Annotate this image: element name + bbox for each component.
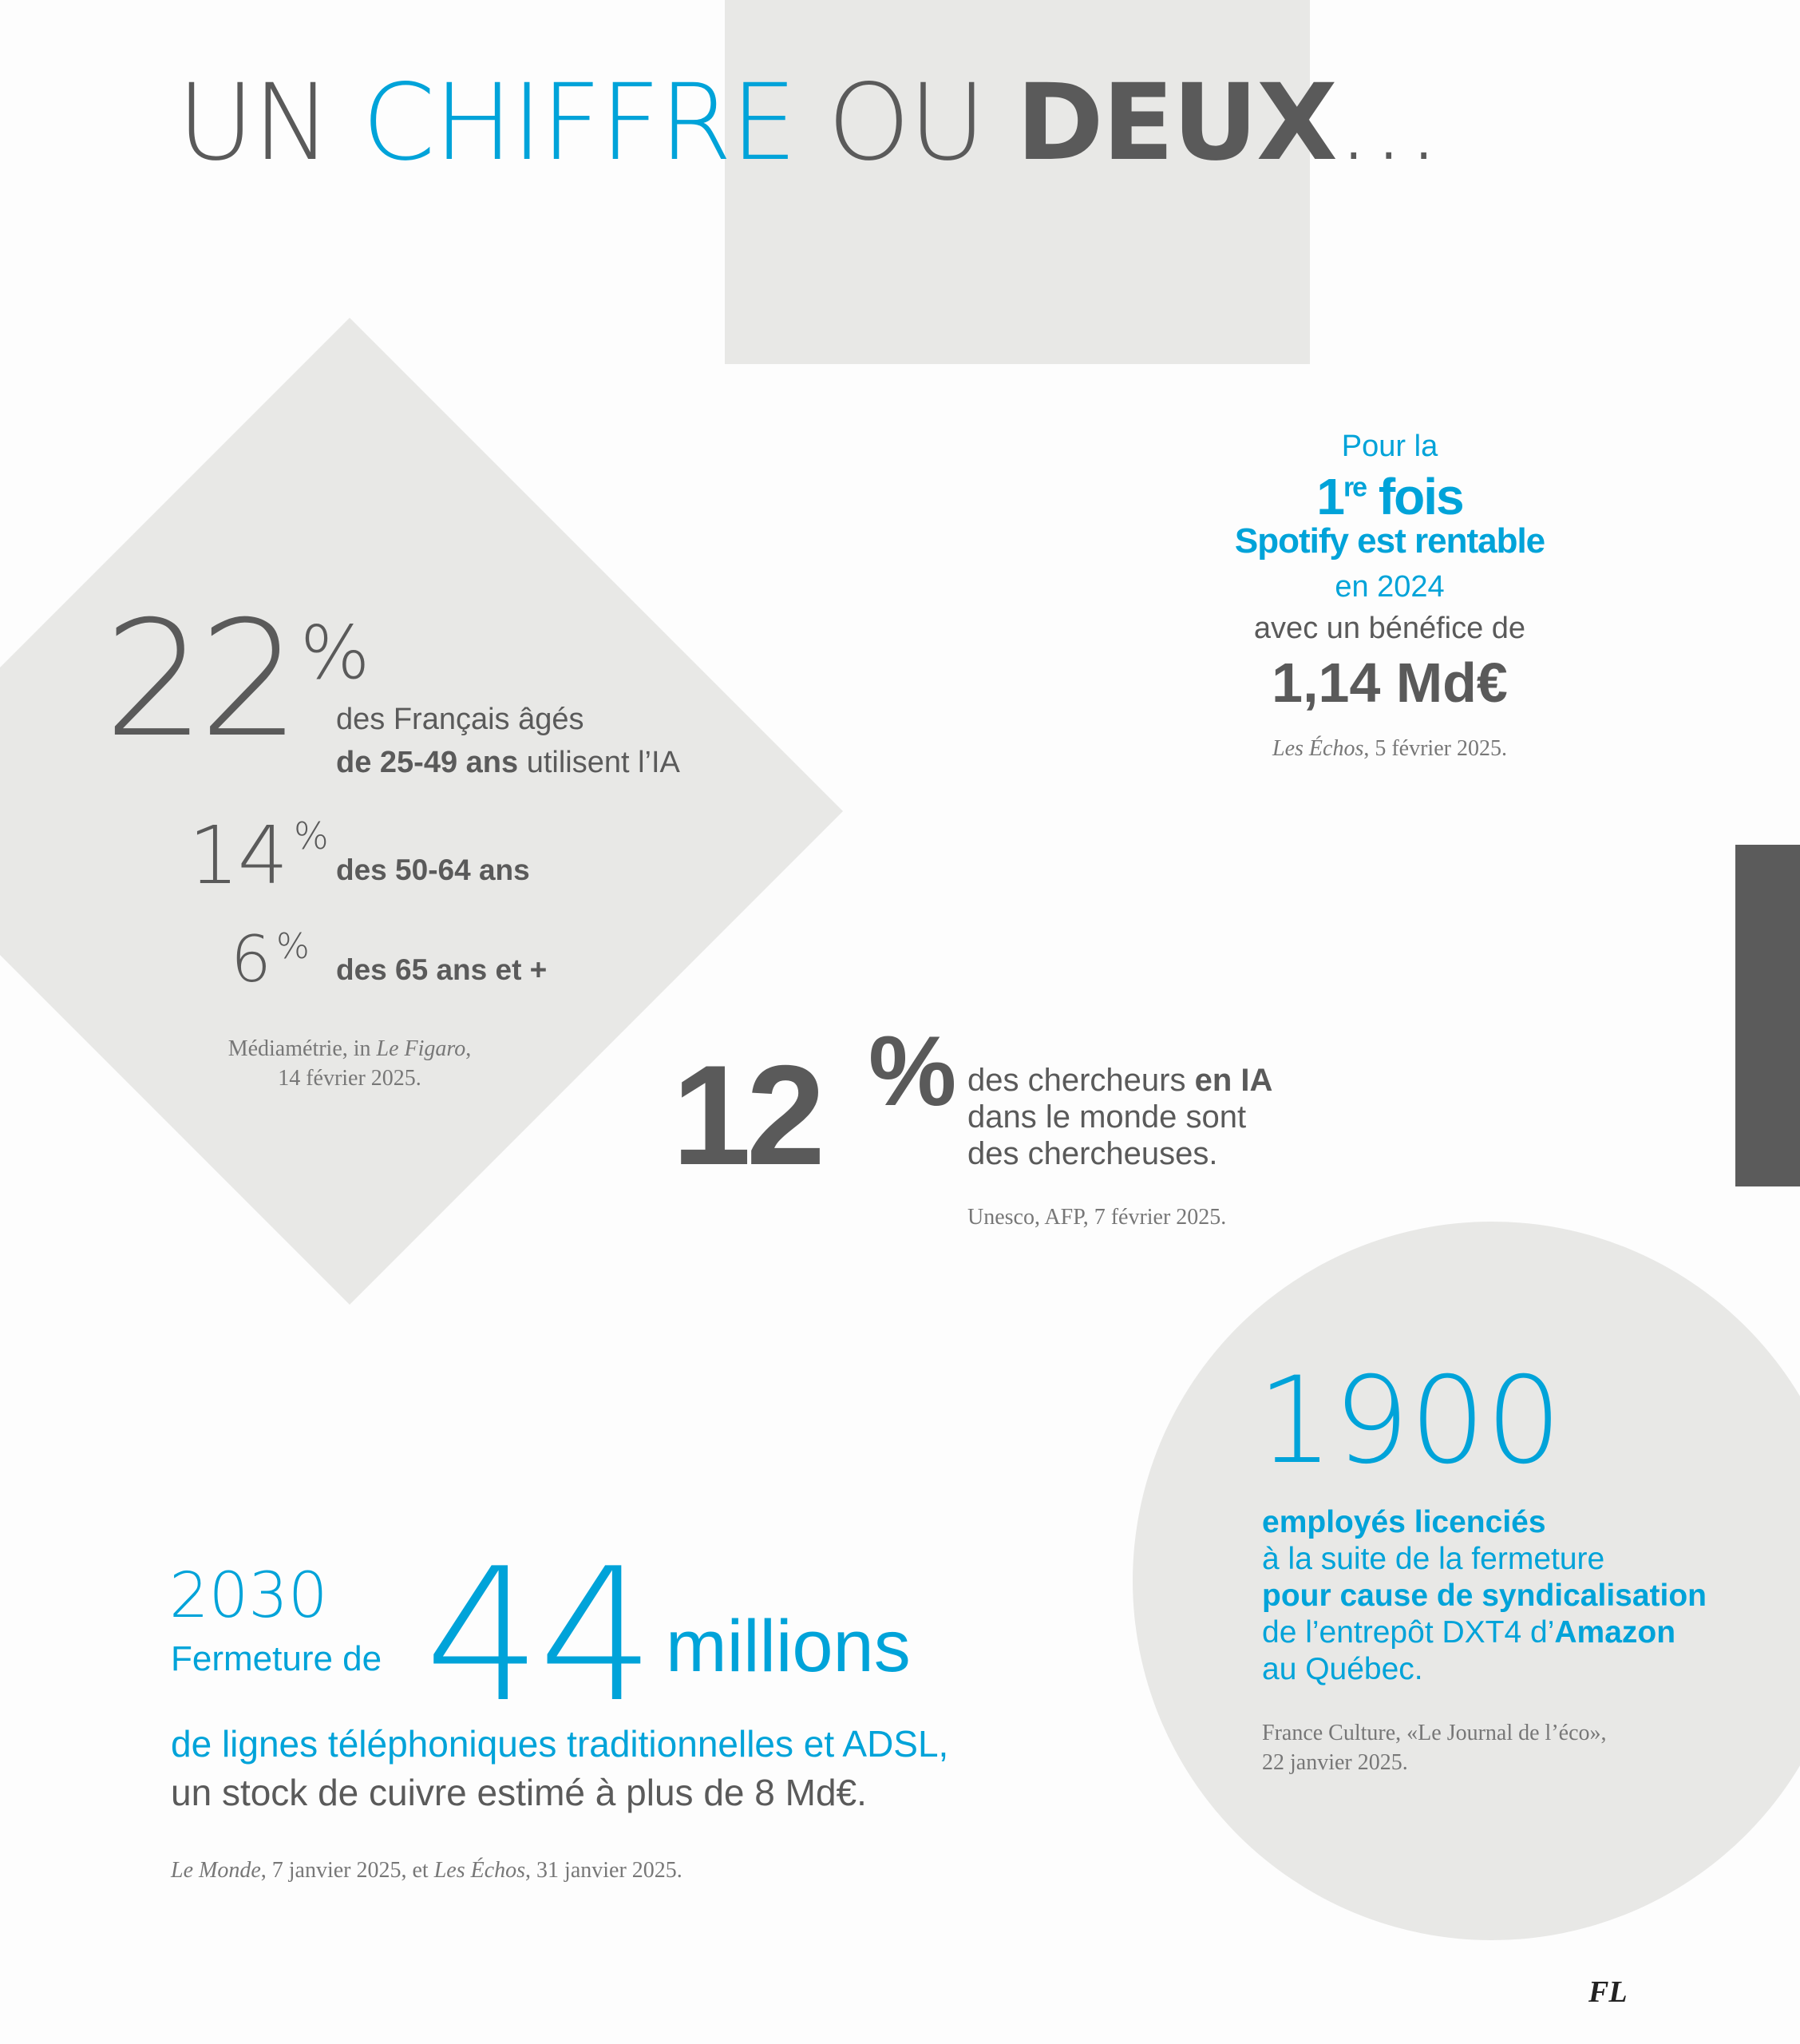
- source-publication: Le Monde: [171, 1858, 261, 1883]
- stat-12-field: en IA: [1194, 1063, 1273, 1098]
- footer-logo: FL: [1588, 1975, 1628, 2009]
- stat-12-line2: dans le monde sont: [967, 1099, 1247, 1135]
- title-part-ou: OU: [795, 61, 1017, 184]
- spotify-line2: 1re fois: [1150, 471, 1629, 524]
- stat-14-label: des 50-64 ans: [336, 854, 530, 886]
- spotify-line3: Spotify est rentable: [1234, 521, 1545, 561]
- source-date: , 31 janvier 2025.: [525, 1858, 682, 1883]
- source-publication: Le Figaro: [376, 1036, 466, 1061]
- spotify-line4: en 2024: [1335, 570, 1445, 604]
- stat-1900-company: Amazon: [1554, 1615, 1676, 1650]
- stat-1900-line2: à la suite de la fermeture: [1262, 1542, 1605, 1576]
- title-part-un: UN: [177, 61, 362, 184]
- decorative-dark-tab: [1735, 845, 1800, 1186]
- decorative-grey-rectangle: [725, 0, 1310, 364]
- stat-1900-line3: pour cause de syndicalisation: [1262, 1579, 1707, 1613]
- stat-22-line1: des Français âgés: [336, 703, 584, 736]
- title-part-chiffre: CHIFFRE: [362, 61, 797, 184]
- source-date: , 5 février 2025.: [1363, 736, 1507, 761]
- source-text: Médiamétrie, in: [227, 1036, 377, 1061]
- spotify-line5: avec un bénéfice de: [1253, 612, 1526, 645]
- stat-14-value: 14: [188, 809, 288, 902]
- stat-12-value: 12: [672, 1036, 825, 1194]
- decorative-diamond: [0, 318, 843, 1305]
- stat-1900-line4: de l’entrepôt DXT4 d’: [1262, 1615, 1555, 1650]
- stat-22-source: Médiamétrie, in Le Figaro, 14 février 20…: [190, 1035, 509, 1094]
- source-date: 14 février 2025.: [278, 1065, 421, 1091]
- stat-22-percent: %: [300, 610, 370, 695]
- ordinal-suffix: re: [1343, 472, 1367, 503]
- source-text: France Culture, «Le Journal de l’éco»,: [1262, 1721, 1607, 1745]
- source-text: ,: [465, 1036, 472, 1061]
- stat-1900-text: employés licenciés à la suite de la ferm…: [1262, 1504, 1707, 1688]
- stat-44-unit: millions: [666, 1606, 911, 1687]
- stat-12-line1: des chercheurs: [967, 1063, 1195, 1098]
- stat-12-text: des chercheurs en IA dans le monde sont …: [967, 1062, 1272, 1172]
- stat-44-line1: de lignes téléphoniques traditionnelles …: [171, 1723, 949, 1765]
- stat-44-line2: un stock de cuivre estimé à plus de 8 Md…: [171, 1772, 867, 1813]
- stat-6-percent: %: [276, 926, 310, 967]
- stat-12-percent: %: [868, 1016, 957, 1127]
- stat-22-value: 22: [104, 587, 300, 773]
- source-date: 22 janvier 2025.: [1262, 1749, 1408, 1775]
- source-text: , 7 janvier 2025, et: [260, 1858, 434, 1883]
- stat-44-source: Le Monde, 7 janvier 2025, et Les Échos, …: [171, 1856, 682, 1886]
- stat-12-line3: des chercheuses.: [967, 1136, 1218, 1171]
- stat-1900-value: 1900: [1257, 1352, 1562, 1491]
- stat-14-percent: %: [294, 814, 329, 858]
- ordinal-number: 1: [1316, 468, 1345, 525]
- spotify-line1: Pour la: [1341, 430, 1438, 463]
- stat-22-line2-rest: utilisent l’IA: [518, 746, 680, 779]
- title-part-deux: DEUX: [1016, 61, 1338, 184]
- spotify-amount: 1,14 Md€: [1272, 652, 1508, 714]
- decorative-circle: [1133, 1222, 1800, 1940]
- spotify-block: Pour la 1re fois Spotify est rentable en…: [1150, 431, 1629, 764]
- stat-12-source: Unesco, AFP, 7 février 2025.: [967, 1205, 1227, 1230]
- stat-1900-line1: employés licenciés: [1262, 1505, 1546, 1539]
- title-ellipsis: …: [1335, 61, 1442, 184]
- source-publication: Les Échos: [433, 1858, 526, 1883]
- stat-44-prefix: Fermeture de: [171, 1639, 382, 1678]
- stat-44-value: 44: [425, 1530, 655, 1743]
- source-publication: Les Échos: [1272, 736, 1364, 761]
- stat-44-year: 2030: [169, 1560, 328, 1632]
- stat-1900-line5: au Québec.: [1262, 1652, 1423, 1686]
- stat-22-age-range: de 25-49 ans: [336, 746, 519, 779]
- stat-6-label: des 65 ans et +: [336, 953, 548, 986]
- page-title: UN CHIFFRE OU DEUX…: [177, 70, 1442, 176]
- stat-1900-source: France Culture, «Le Journal de l’éco», 2…: [1262, 1719, 1607, 1778]
- stat-6-value: 6: [231, 922, 271, 996]
- stat-22-line2: de 25-49 ans utilisent l’IA: [336, 747, 680, 778]
- spotify-fois: fois: [1366, 468, 1465, 525]
- spotify-source: Les Échos, 5 février 2025.: [1150, 735, 1629, 764]
